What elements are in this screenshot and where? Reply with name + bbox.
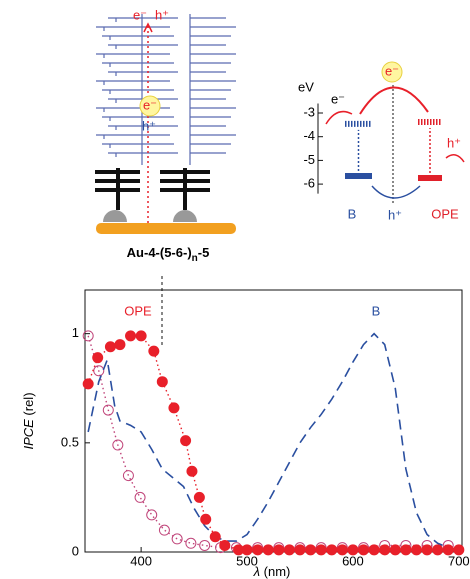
- linker: [95, 168, 210, 210]
- electron-halo: [139, 95, 161, 117]
- data-point: [171, 533, 183, 545]
- data-point: [93, 365, 105, 377]
- data-point: [442, 544, 454, 556]
- series-label: OPE: [124, 303, 152, 318]
- data-point: [273, 544, 285, 556]
- y-axis-label: IPCE (rel): [21, 392, 36, 449]
- data-point: [200, 513, 212, 525]
- hole-label: h⁺: [142, 118, 156, 133]
- x-tick-label: 600: [342, 553, 364, 568]
- data-point: [104, 341, 116, 353]
- data-point: [180, 435, 192, 447]
- data-point: [241, 544, 253, 556]
- wire-segment: [96, 14, 236, 165]
- energy-diagram: eV e⁻ e⁻ h⁺ h⁺ -3 -4 -5 -6 B OPE: [298, 61, 465, 222]
- label-part: IPCE: [21, 419, 36, 450]
- data-point: [135, 330, 147, 342]
- y-tick-label: 0: [72, 543, 79, 558]
- data-point: [305, 544, 317, 556]
- data-point: [185, 537, 197, 549]
- data-point: [389, 544, 401, 556]
- data-point: [114, 339, 126, 351]
- hole-label: h⁺: [155, 7, 169, 22]
- x-tick-label: 500: [236, 553, 258, 568]
- data-point: [158, 524, 170, 536]
- electron-transfer: [359, 86, 429, 115]
- level-label: B: [348, 206, 357, 221]
- y-tick-label: -3: [303, 104, 315, 119]
- data-point: [315, 544, 327, 556]
- electron-label: e⁻: [133, 7, 147, 22]
- hole-label: h⁺: [388, 207, 402, 222]
- data-point: [421, 544, 433, 556]
- data-point: [453, 544, 465, 556]
- x-tick-label: 700: [448, 553, 470, 568]
- series-label: B: [372, 303, 381, 318]
- molecular-wire: [96, 14, 236, 165]
- data-point: [122, 470, 134, 482]
- data-point: [156, 376, 168, 388]
- data-point: [82, 330, 94, 342]
- data-point: [125, 330, 137, 342]
- data-point: [146, 509, 158, 521]
- data-point: [112, 439, 124, 451]
- data-point: [410, 544, 422, 556]
- y-tick-label: -5: [303, 152, 315, 167]
- data-point: [193, 491, 205, 503]
- data-point: [252, 544, 264, 556]
- data-point: [134, 491, 146, 503]
- compound-label: Au-4-(5-6-)n-5: [127, 245, 210, 263]
- plot-frame: [84, 289, 463, 553]
- electron-label: e⁻: [385, 63, 399, 78]
- y-tick-label: -6: [303, 176, 315, 191]
- data-point: [168, 402, 180, 414]
- electron-label: e⁻: [331, 91, 345, 106]
- data-point: [186, 465, 198, 477]
- hole-label: h⁺: [447, 135, 461, 150]
- data-point: [432, 544, 444, 556]
- label-part: λ: [253, 564, 260, 579]
- electron-label: e⁻: [143, 97, 157, 112]
- data-point: [209, 531, 221, 543]
- data-point: [347, 544, 359, 556]
- axis-label: eV: [298, 79, 314, 94]
- y-tick-label: 0.5: [61, 434, 79, 449]
- label-part: (rel): [21, 392, 36, 415]
- data-point: [262, 544, 274, 556]
- data-point: [219, 539, 231, 551]
- y-tick-label: -4: [303, 128, 315, 143]
- data-point: [294, 544, 306, 556]
- label-part: -5: [198, 245, 210, 260]
- label-subscript: n: [192, 253, 198, 264]
- electron-exit: [325, 110, 353, 125]
- data-point: [283, 544, 295, 556]
- electron-halo: [381, 61, 403, 83]
- data-point: [82, 378, 94, 390]
- label-part: Au-4-(5-6-): [127, 245, 192, 260]
- data-point: [92, 352, 104, 364]
- y-tick-label: 1: [72, 325, 79, 340]
- data-point: [102, 404, 114, 416]
- hole-transfer: [371, 185, 421, 199]
- arrow-head: [143, 22, 153, 33]
- x-tick-label: 400: [130, 553, 152, 568]
- label-part: (nm): [264, 564, 291, 579]
- series-line: [87, 335, 449, 549]
- hole-entry: [445, 154, 465, 163]
- level-label: OPE: [431, 206, 459, 221]
- data-point: [326, 544, 338, 556]
- data-point: [336, 544, 348, 556]
- data-point: [148, 345, 160, 357]
- anchor: [103, 210, 197, 222]
- gold-electrode: [96, 223, 236, 234]
- x-axis-label: λ (nm): [253, 564, 291, 579]
- data-point: [400, 544, 412, 556]
- data-point: [358, 544, 370, 556]
- series-line: [87, 332, 459, 551]
- data-point: [199, 539, 211, 551]
- data-point: [368, 544, 380, 556]
- data-point: [379, 544, 391, 556]
